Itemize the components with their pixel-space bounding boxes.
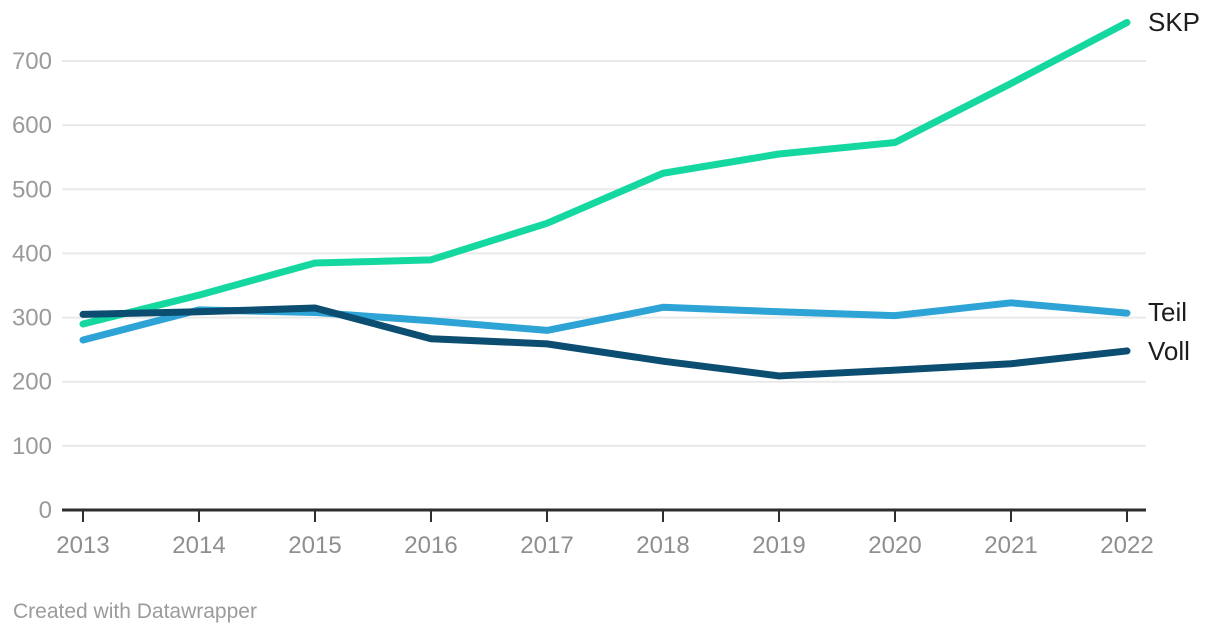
- y-tick-label: 300: [12, 305, 52, 332]
- x-tick-label: 2014: [172, 532, 225, 559]
- x-tick-label: 2021: [984, 532, 1037, 559]
- y-tick-label: 200: [12, 369, 52, 396]
- x-tick-label: 2020: [868, 532, 921, 559]
- x-tick-label: 2013: [56, 532, 109, 559]
- series-end-label-skp: SKP: [1148, 7, 1200, 37]
- x-tick-label: 2015: [288, 532, 341, 559]
- y-tick-label: 100: [12, 433, 52, 460]
- x-tick-label: 2019: [752, 532, 805, 559]
- datawrapper-attribution-link[interactable]: Created with Datawrapper: [13, 600, 257, 623]
- y-tick-label: 0: [39, 497, 52, 524]
- series-line-skp: [79, 19, 1131, 328]
- x-tick-label: 2022: [1100, 532, 1153, 559]
- y-tick-label: 500: [12, 176, 52, 203]
- x-tick-label: 2016: [404, 532, 457, 559]
- series-end-label-voll: Voll: [1148, 336, 1190, 366]
- y-tick-label: 700: [12, 48, 52, 75]
- series-line-voll: [79, 304, 1131, 380]
- x-tick-label: 2017: [520, 532, 573, 559]
- y-tick-label: 400: [12, 240, 52, 267]
- series-end-label-teil: Teil: [1148, 297, 1187, 327]
- y-tick-label: 600: [12, 112, 52, 139]
- x-tick-label: 2018: [636, 532, 689, 559]
